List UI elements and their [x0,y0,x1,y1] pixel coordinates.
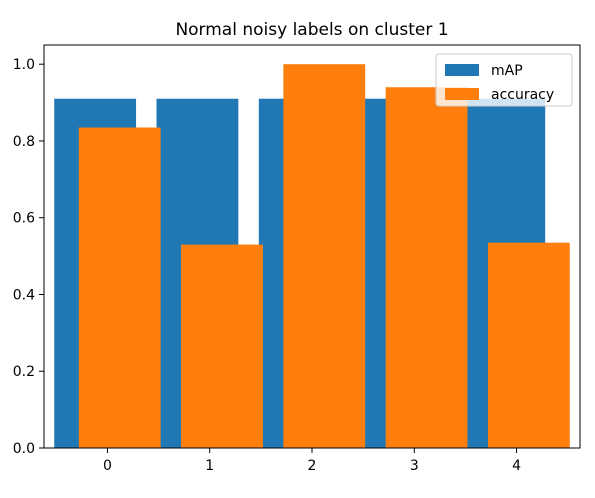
y-tick-label: 0.8 [13,134,35,150]
y-tick-label: 0.2 [13,364,35,380]
y-axis-ticks: 0.0 0.2 0.4 0.6 0.8 1.0 [13,57,44,457]
x-tick-label: 2 [308,458,317,474]
legend-swatch-mAP [445,64,479,76]
legend-label-mAP: mAP [491,63,523,79]
y-tick-label: 0.0 [13,441,35,457]
x-tick-label: 3 [410,458,419,474]
x-tick-label: 1 [205,458,214,474]
bar-accuracy-1 [181,244,263,448]
x-tick-label: 0 [103,458,112,474]
bar-accuracy-4 [487,242,570,448]
bar-accuracy-0 [78,127,161,449]
legend: mAP accuracy [435,53,573,107]
y-tick-label: 0.6 [13,211,35,227]
bars-group [54,64,570,449]
chart-title: Normal noisy labels on cluster 1 [175,20,448,40]
legend-swatch-accuracy [445,88,479,100]
x-tick-label: 4 [512,458,521,474]
x-axis-ticks: 0 1 2 3 4 [103,448,521,474]
y-tick-label: 0.4 [13,287,35,303]
legend-label-accuracy: accuracy [491,87,554,103]
bar-accuracy-3 [385,87,468,448]
bar-accuracy-2 [283,64,366,448]
y-tick-label: 1.0 [13,57,35,73]
